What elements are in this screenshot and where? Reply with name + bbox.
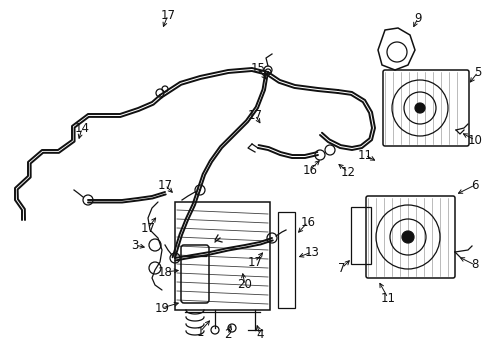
Circle shape	[414, 103, 424, 113]
Text: 17: 17	[247, 256, 262, 269]
Text: 14: 14	[74, 122, 89, 135]
Text: 12: 12	[340, 166, 355, 179]
Text: 11: 11	[357, 149, 372, 162]
Text: 19: 19	[154, 302, 169, 315]
Text: 1: 1	[196, 325, 203, 338]
Text: 20: 20	[237, 279, 252, 292]
Text: 16: 16	[300, 216, 315, 229]
Text: 4: 4	[256, 328, 263, 342]
Text: 6: 6	[470, 179, 478, 192]
Text: 7: 7	[338, 261, 345, 274]
Text: 11: 11	[380, 292, 395, 305]
Text: 16: 16	[302, 163, 317, 176]
Text: 2: 2	[224, 328, 231, 342]
Text: 17: 17	[160, 9, 175, 22]
Text: 3: 3	[131, 239, 139, 252]
Text: 13: 13	[304, 246, 319, 258]
Text: 17: 17	[140, 221, 155, 234]
Bar	[278, 212, 294, 308]
Text: 5: 5	[473, 66, 481, 78]
Text: 17: 17	[157, 179, 172, 192]
Text: 8: 8	[470, 258, 478, 271]
Text: 9: 9	[413, 12, 421, 24]
Text: 17: 17	[247, 108, 262, 122]
Bar	[175, 202, 269, 310]
Text: 18: 18	[157, 266, 172, 279]
Text: 15: 15	[250, 62, 265, 75]
Text: 10: 10	[467, 134, 482, 147]
Circle shape	[401, 231, 413, 243]
